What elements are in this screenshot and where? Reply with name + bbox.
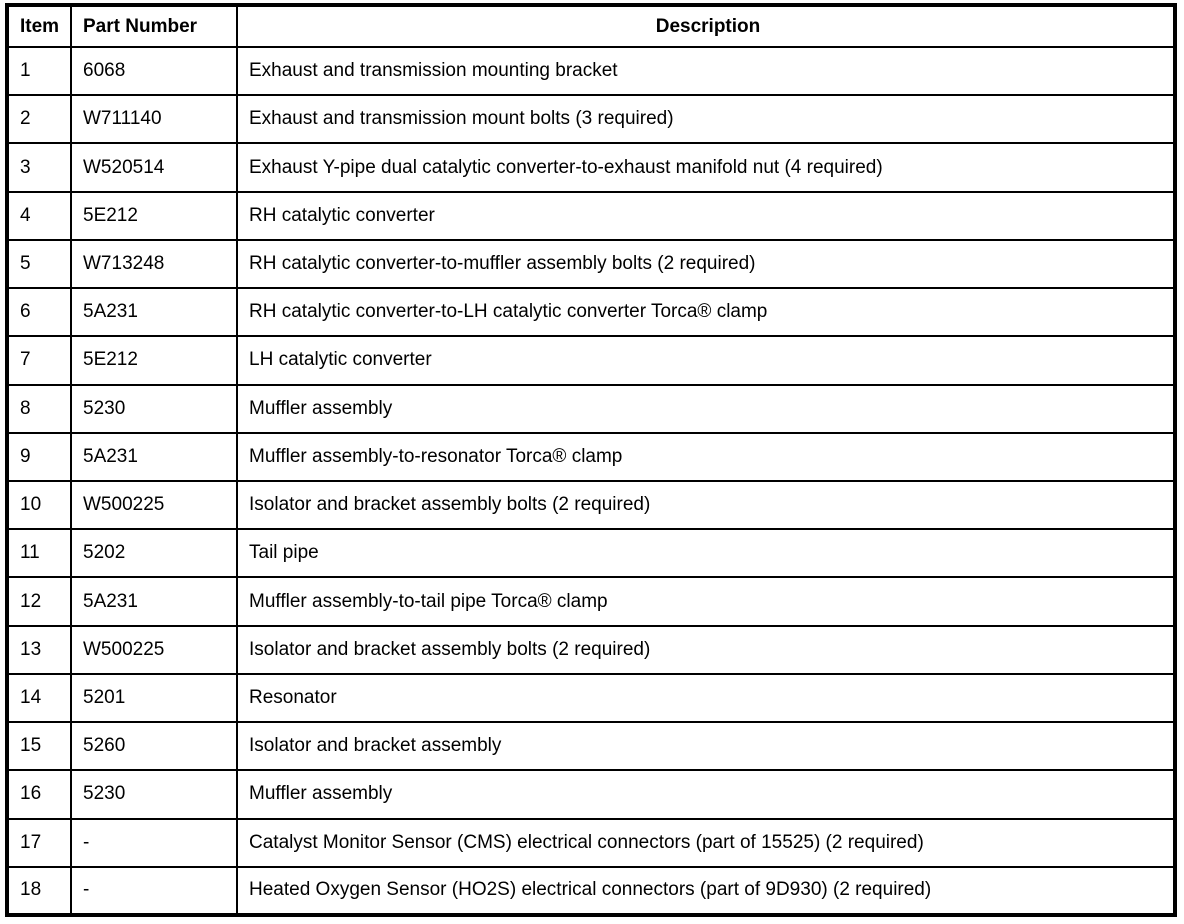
cell-description: RH catalytic converter-to-muffler assemb…	[236, 238, 1176, 290]
table-row: 16 5230 Muffler assembly	[6, 769, 1176, 820]
cell-part-number: 5260	[70, 721, 238, 772]
table-row: 4 5E212 RH catalytic converter	[6, 190, 1176, 241]
cell-part-number: W500225	[70, 624, 238, 675]
cell-description: RH catalytic converter-to-LH catalytic c…	[236, 287, 1176, 338]
cell-part-number: 5201	[70, 672, 238, 724]
table-row: 3 W520514 Exhaust Y-pipe dual catalytic …	[6, 142, 1176, 193]
cell-item: 2	[6, 94, 72, 145]
table-row: 2 W711140 Exhaust and transmission mount…	[6, 94, 1176, 145]
cell-description: Exhaust Y-pipe dual catalytic converter-…	[236, 142, 1176, 193]
cell-item: 18	[6, 865, 72, 917]
cell-part-number: 5A231	[70, 576, 238, 627]
cell-item: 8	[6, 383, 72, 434]
table-row: 10 W500225 Isolator and bracket assembly…	[6, 479, 1176, 531]
table-row: 6 5A231 RH catalytic converter-to-LH cat…	[6, 287, 1176, 338]
cell-description: Heated Oxygen Sensor (HO2S) electrical c…	[236, 865, 1176, 917]
cell-item: 14	[6, 672, 72, 724]
table-row: 5 W713248 RH catalytic converter-to-muff…	[6, 238, 1176, 290]
table-row: 17 - Catalyst Monitor Sensor (CMS) elect…	[6, 817, 1176, 868]
cell-item: 9	[6, 431, 72, 482]
cell-description: Muffler assembly-to-resonator Torca® cla…	[236, 431, 1176, 482]
cell-item: 3	[6, 142, 72, 193]
cell-description: Muffler assembly	[236, 383, 1176, 434]
table-row: 9 5A231 Muffler assembly-to-resonator To…	[6, 431, 1176, 482]
cell-description: Isolator and bracket assembly bolts (2 r…	[236, 624, 1176, 675]
column-header-item: Item	[6, 4, 72, 48]
table-row: 18 - Heated Oxygen Sensor (HO2S) electri…	[6, 865, 1176, 917]
table-row: 11 5202 Tail pipe	[6, 528, 1176, 579]
cell-part-number: W711140	[70, 94, 238, 145]
cell-part-number: 5230	[70, 769, 238, 820]
cell-item: 5	[6, 238, 72, 290]
cell-item: 15	[6, 721, 72, 772]
table-row: 13 W500225 Isolator and bracket assembly…	[6, 624, 1176, 675]
cell-part-number: 5E212	[70, 335, 238, 386]
table-header: Item Part Number Description	[6, 4, 1176, 48]
cell-description: RH catalytic converter	[236, 190, 1176, 241]
cell-item: 13	[6, 624, 72, 675]
table-row: 1 6068 Exhaust and transmission mounting…	[6, 45, 1176, 97]
cell-item: 7	[6, 335, 72, 386]
cell-item: 11	[6, 528, 72, 579]
table-row: 8 5230 Muffler assembly	[6, 383, 1176, 434]
cell-description: Exhaust and transmission mount bolts (3 …	[236, 94, 1176, 145]
cell-part-number: 5202	[70, 528, 238, 579]
cell-part-number: 6068	[70, 45, 238, 97]
table-row: 15 5260 Isolator and bracket assembly	[6, 721, 1176, 772]
cell-item: 4	[6, 190, 72, 241]
cell-part-number: 5E212	[70, 190, 238, 241]
cell-part-number: -	[70, 817, 238, 868]
cell-part-number: W713248	[70, 238, 238, 290]
cell-description: Isolator and bracket assembly bolts (2 r…	[236, 479, 1176, 531]
cell-part-number: W520514	[70, 142, 238, 193]
table-body: 1 6068 Exhaust and transmission mounting…	[6, 45, 1176, 917]
cell-description: Muffler assembly-to-tail pipe Torca® cla…	[236, 576, 1176, 627]
cell-part-number: 5A231	[70, 431, 238, 482]
cell-item: 12	[6, 576, 72, 627]
cell-part-number: 5230	[70, 383, 238, 434]
cell-description: Catalyst Monitor Sensor (CMS) electrical…	[236, 817, 1176, 868]
cell-part-number: W500225	[70, 479, 238, 531]
cell-item: 17	[6, 817, 72, 868]
table-header-row: Item Part Number Description	[6, 4, 1176, 48]
cell-part-number: 5A231	[70, 287, 238, 338]
table-row: 7 5E212 LH catalytic converter	[6, 335, 1176, 386]
cell-item: 1	[6, 45, 72, 97]
cell-description: LH catalytic converter	[236, 335, 1176, 386]
cell-item: 6	[6, 287, 72, 338]
cell-description: Resonator	[236, 672, 1176, 724]
cell-part-number: -	[70, 865, 238, 917]
cell-item: 16	[6, 769, 72, 820]
cell-description: Isolator and bracket assembly	[236, 721, 1176, 772]
column-header-part-number: Part Number	[70, 4, 238, 48]
cell-item: 10	[6, 479, 72, 531]
table-row: 14 5201 Resonator	[6, 672, 1176, 724]
column-header-description: Description	[236, 4, 1176, 48]
cell-description: Muffler assembly	[236, 769, 1176, 820]
parts-table: Item Part Number Description 1 6068 Exha…	[5, 3, 1177, 917]
table-row: 12 5A231 Muffler assembly-to-tail pipe T…	[6, 576, 1176, 627]
cell-description: Tail pipe	[236, 528, 1176, 579]
cell-description: Exhaust and transmission mounting bracke…	[236, 45, 1176, 97]
